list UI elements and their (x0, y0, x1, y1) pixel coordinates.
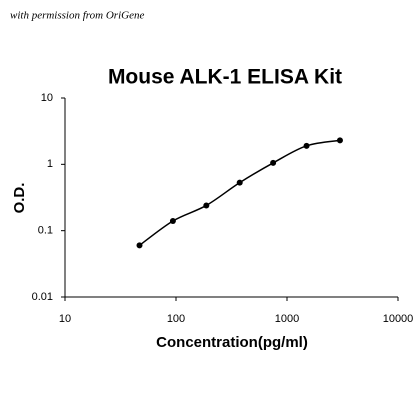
x-tick-label: 10 (59, 313, 71, 325)
y-tick-label: 10 (41, 92, 53, 104)
point (270, 159, 277, 166)
point (169, 217, 176, 224)
y-axis-label: O.D. (11, 183, 28, 214)
x-tick-label: 100 (167, 313, 185, 325)
point (236, 179, 243, 186)
credit: with permission from OriGene (10, 10, 144, 22)
point (136, 242, 143, 249)
point (203, 202, 210, 209)
point (336, 137, 343, 144)
y-tick-label: 1 (47, 158, 53, 170)
chart-title: Mouse ALK-1 ELISA Kit (108, 66, 342, 89)
y-tick-label: 0.1 (38, 225, 53, 237)
x-tick-label: 1000 (275, 313, 299, 325)
x-tick-label: 10000 (383, 313, 414, 325)
point (303, 142, 310, 149)
y-tick-label: 0.01 (32, 291, 53, 303)
x-axis-label: Concentration(pg/ml) (156, 334, 308, 351)
